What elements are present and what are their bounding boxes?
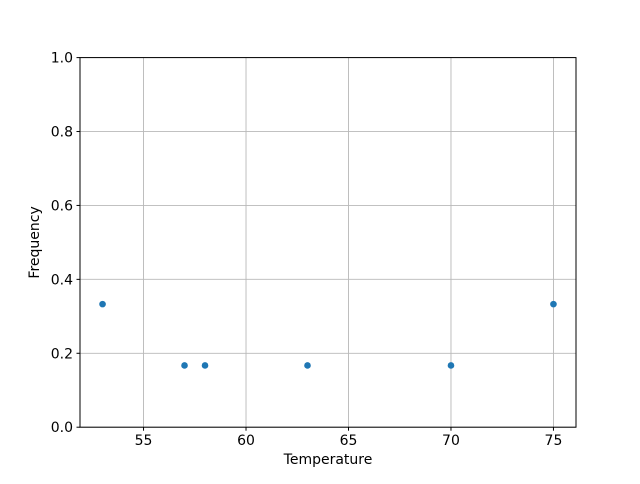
scatter-point bbox=[304, 362, 311, 369]
y-tick-label: 0.2 bbox=[51, 346, 73, 362]
x-tick-label: 60 bbox=[237, 433, 255, 449]
x-tick-label: 70 bbox=[442, 433, 460, 449]
y-tick-label: 0.6 bbox=[51, 198, 73, 214]
data-points bbox=[99, 300, 557, 369]
x-axis-label: Temperature bbox=[283, 452, 373, 468]
y-axis-label: Frequency bbox=[27, 206, 43, 278]
scatter-point bbox=[447, 362, 455, 369]
y-tick-label: 1.0 bbox=[51, 51, 73, 67]
y-axis-ticks: 0.0 0.2 0.4 0.6 0.8 1.0 bbox=[51, 51, 80, 436]
scatter-point bbox=[181, 362, 188, 369]
plot-border bbox=[79, 57, 577, 428]
x-axis-ticks: 55 60 65 70 75 bbox=[135, 427, 563, 449]
scatter-point bbox=[99, 300, 106, 308]
x-tick-label: 75 bbox=[545, 433, 563, 449]
y-tick-label: 0.0 bbox=[51, 420, 73, 436]
scatter-point bbox=[550, 300, 557, 308]
x-tick-label: 55 bbox=[135, 433, 153, 449]
gridlines bbox=[80, 57, 576, 428]
y-tick-label: 0.8 bbox=[51, 125, 73, 141]
scatter-point bbox=[201, 362, 209, 369]
x-tick-label: 65 bbox=[340, 433, 358, 449]
y-tick-label: 0.4 bbox=[51, 272, 73, 288]
